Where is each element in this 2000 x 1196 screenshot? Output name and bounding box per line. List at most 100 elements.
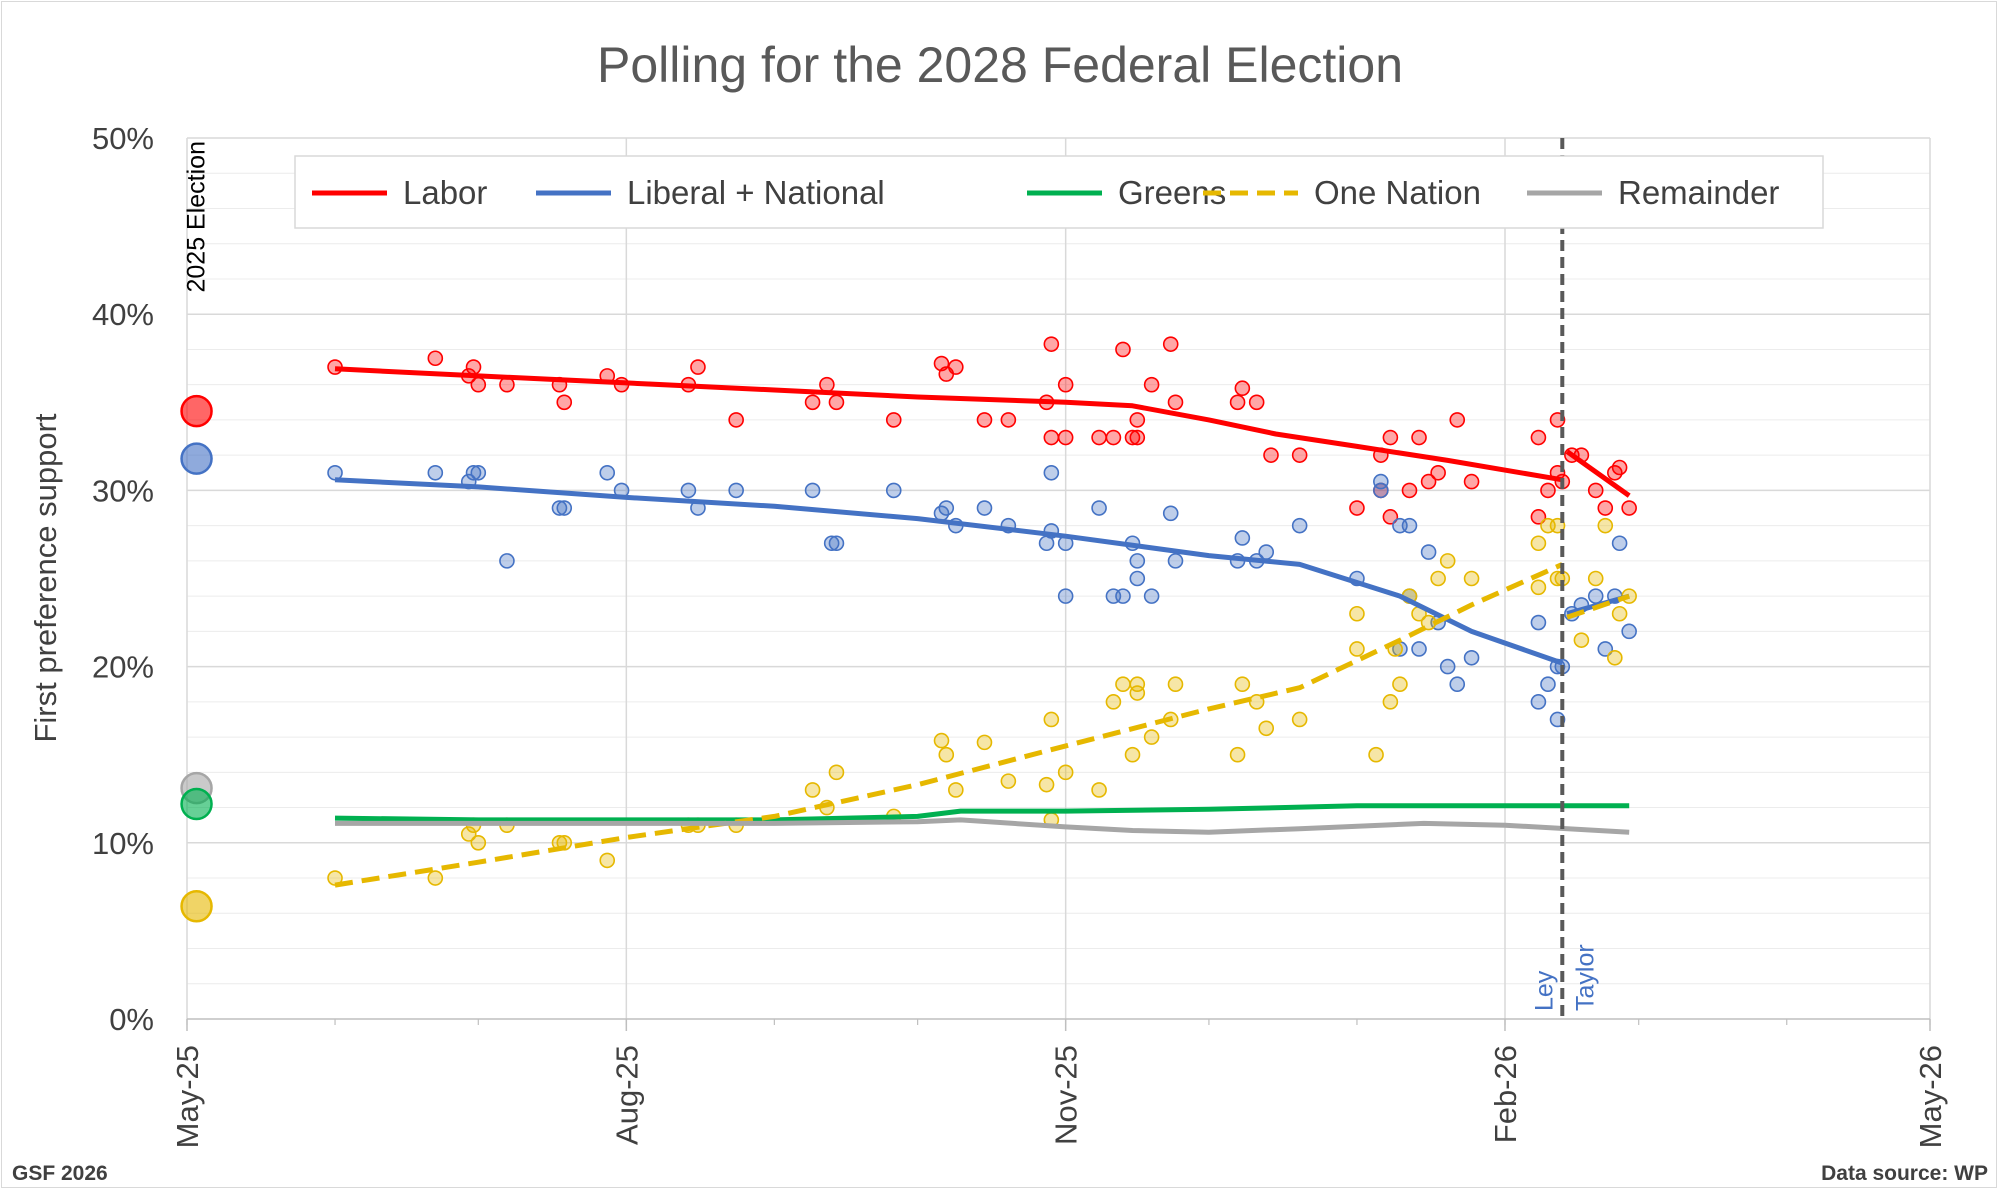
trend-line — [334, 803, 1630, 823]
poll-point — [1129, 570, 1146, 587]
poll-point — [1124, 429, 1141, 446]
poll-point — [976, 500, 993, 516]
poll-point — [1449, 676, 1466, 693]
poll-point — [1129, 429, 1146, 446]
poll-point — [1597, 500, 1614, 516]
poll-point — [1382, 429, 1399, 446]
poll-point — [427, 870, 444, 886]
legend-label: Remainder — [1618, 174, 1779, 211]
poll-point — [885, 482, 902, 499]
poll-point — [1540, 676, 1556, 693]
poll-point — [728, 482, 744, 499]
poll-point — [1263, 447, 1279, 463]
poll-point — [1115, 676, 1131, 693]
poll-point — [1229, 746, 1246, 763]
poll-point — [1349, 641, 1365, 657]
poll-point — [1234, 530, 1251, 546]
poll-point — [1530, 694, 1547, 710]
poll-point — [1587, 588, 1604, 604]
poll-point — [1349, 500, 1365, 516]
poll-point — [1420, 473, 1437, 490]
poll-point — [1530, 429, 1547, 446]
poll-point — [938, 500, 955, 516]
poll-point — [1368, 746, 1384, 763]
poll-point — [1401, 517, 1418, 534]
poll-point — [1234, 380, 1251, 397]
y-tick-label: 20% — [92, 650, 154, 685]
x-tick-label: May-26 — [1913, 1045, 1948, 1148]
poll-point — [828, 764, 845, 781]
leader-after-label: Taylor — [1571, 944, 1599, 1011]
poll-point — [1162, 505, 1179, 522]
poll-point — [1373, 482, 1389, 499]
x-tick-label: May-25 — [170, 1045, 205, 1148]
poll-point — [599, 852, 616, 869]
poll-point — [1597, 641, 1614, 657]
poll-point — [1091, 782, 1107, 798]
trend-line-after — [1565, 449, 1631, 498]
poll-point — [1530, 509, 1547, 525]
legend: Labor Liberal + National Greens One Nation R… — [294, 155, 1824, 229]
legend-label: Liberal + National — [627, 174, 885, 211]
poll-point — [823, 535, 840, 552]
poll-point — [1043, 336, 1060, 352]
poll-point — [948, 782, 964, 798]
poll-point — [470, 464, 487, 481]
poll-point — [933, 732, 950, 749]
poll-point — [1057, 429, 1074, 446]
poll-point — [1167, 676, 1184, 693]
axes: 0% 10% 20% 30% 40% 50% May-25 Aug-25 Nov-25 Feb-2… — [92, 121, 1948, 1148]
legend-label: Labor — [403, 174, 487, 211]
poll-point — [1573, 632, 1590, 648]
poll-point — [1248, 394, 1265, 411]
poll-point — [1291, 711, 1308, 728]
poll-point — [1411, 429, 1427, 446]
poll-point — [1587, 570, 1604, 587]
y-axis-label: First preference support — [28, 413, 63, 742]
poll-point — [1000, 773, 1017, 789]
x-tick-label: Nov-25 — [1049, 1045, 1084, 1145]
poll-point — [1621, 623, 1637, 640]
poll-point — [1430, 464, 1446, 481]
poll-point — [1439, 553, 1456, 569]
poll-point — [1143, 376, 1160, 393]
poll-point — [1611, 605, 1628, 622]
poll-point — [1611, 535, 1628, 552]
poll-point — [470, 834, 487, 851]
y-tick-label: 30% — [92, 473, 154, 508]
y-tick-label: 50% — [92, 121, 154, 156]
poll-point — [1587, 482, 1604, 499]
poll-point — [948, 359, 964, 375]
poll-point — [1091, 500, 1107, 516]
poll-point — [680, 482, 697, 499]
poll-point — [1463, 570, 1480, 587]
poll-point — [551, 500, 568, 516]
legend-label: One Nation — [1314, 174, 1481, 211]
poll-point — [976, 412, 993, 428]
poll-point — [470, 376, 487, 393]
poll-point — [1129, 685, 1146, 701]
poll-point — [465, 359, 482, 375]
poll-point — [828, 394, 845, 411]
poll-point — [1143, 729, 1160, 745]
poll-point — [1540, 482, 1556, 499]
trend-line — [334, 477, 1564, 666]
poll-points — [327, 336, 1637, 886]
poll-point — [1234, 676, 1251, 693]
election-result-marker — [180, 889, 213, 923]
poll-point — [1258, 544, 1275, 560]
poll-point — [1463, 649, 1480, 666]
poll-point — [1105, 694, 1122, 710]
poll-point — [1420, 544, 1437, 560]
poll-point — [1439, 658, 1456, 675]
poll-point — [1129, 412, 1146, 428]
trend-line-after — [1566, 593, 1631, 620]
poll-point — [460, 826, 477, 842]
poll-point — [804, 782, 821, 798]
poll-point — [828, 535, 845, 552]
poll-point — [1143, 588, 1160, 604]
poll-point — [465, 464, 482, 481]
poll-point — [1124, 746, 1141, 763]
poll-point — [819, 376, 835, 393]
